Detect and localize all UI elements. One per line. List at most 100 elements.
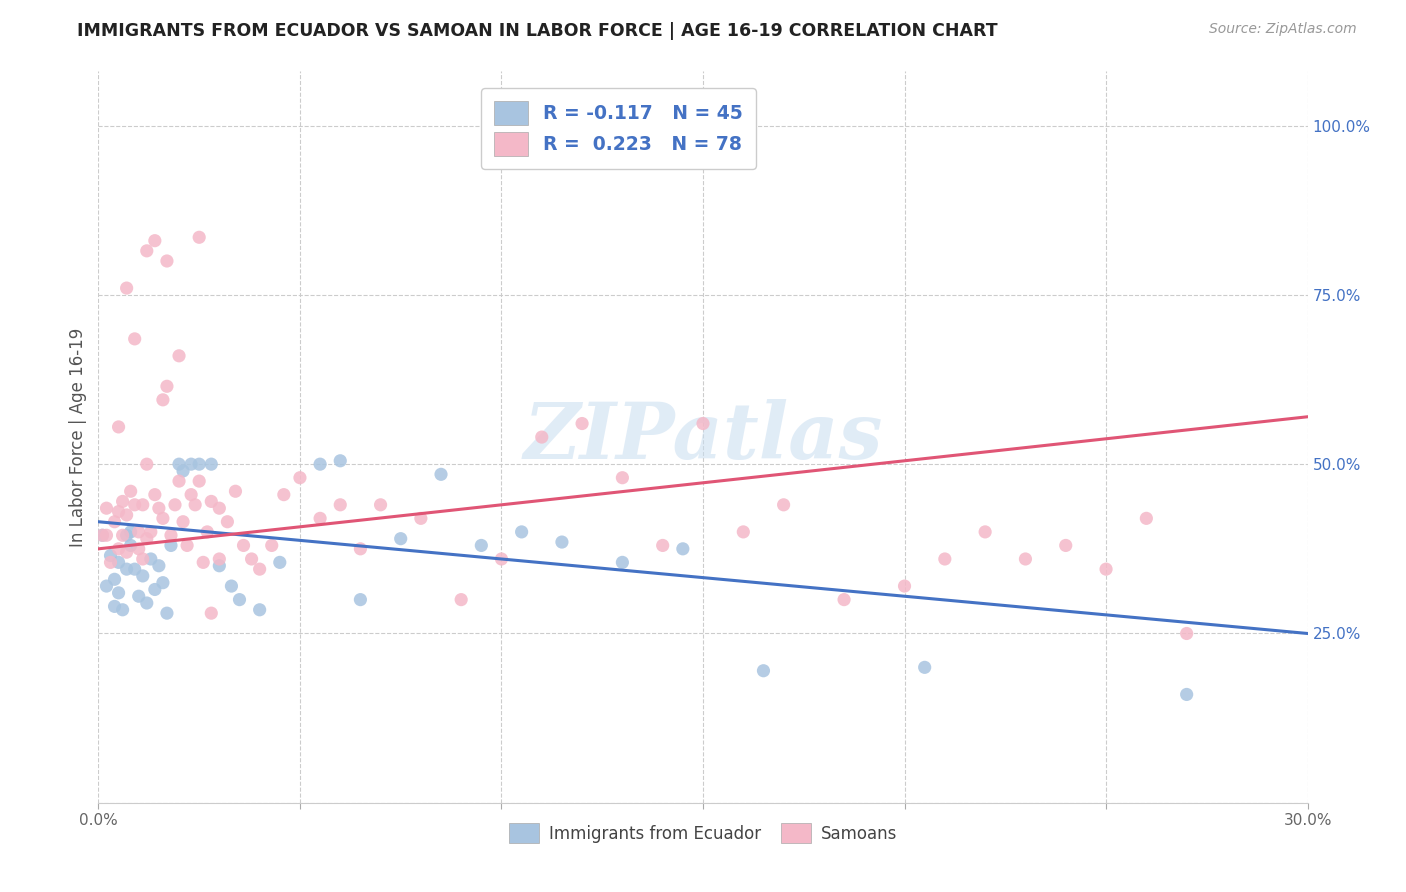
Point <box>309 457 332 471</box>
Point <box>208 501 231 516</box>
Point <box>349 592 371 607</box>
Point <box>510 524 533 539</box>
Point <box>1054 538 1077 552</box>
Point <box>349 541 371 556</box>
Point <box>329 454 352 468</box>
Point <box>228 592 250 607</box>
Point <box>733 524 755 539</box>
Point <box>893 579 915 593</box>
Point <box>160 538 183 552</box>
Point <box>167 349 190 363</box>
Point <box>409 511 432 525</box>
Point <box>249 603 271 617</box>
Point <box>124 562 146 576</box>
Point <box>692 417 714 431</box>
Point <box>103 599 125 614</box>
Point <box>221 579 243 593</box>
Text: Source: ZipAtlas.com: Source: ZipAtlas.com <box>1209 22 1357 37</box>
Point <box>217 515 239 529</box>
Point <box>200 606 222 620</box>
Point <box>128 541 150 556</box>
Point <box>152 392 174 407</box>
Point <box>389 532 412 546</box>
Point <box>115 545 138 559</box>
Text: ZIPatlas: ZIPatlas <box>523 399 883 475</box>
Point <box>672 541 695 556</box>
Point <box>135 532 157 546</box>
Point <box>1014 552 1036 566</box>
Point <box>91 528 114 542</box>
Point <box>172 515 194 529</box>
Point <box>1175 626 1198 640</box>
Point <box>273 488 295 502</box>
Point <box>103 515 125 529</box>
Point <box>260 538 283 552</box>
Point <box>135 596 157 610</box>
Point <box>135 244 157 258</box>
Point <box>200 494 222 508</box>
Point <box>195 524 218 539</box>
Point <box>132 552 155 566</box>
Point <box>120 484 142 499</box>
Point <box>139 552 162 566</box>
Point <box>111 494 134 508</box>
Point <box>152 511 174 525</box>
Point <box>160 528 183 542</box>
Point <box>612 555 634 569</box>
Point <box>148 558 170 573</box>
Point <box>651 538 673 552</box>
Point <box>832 592 855 607</box>
Point <box>914 660 936 674</box>
Point <box>124 332 146 346</box>
Point <box>249 562 271 576</box>
Point <box>172 464 194 478</box>
Point <box>152 575 174 590</box>
Point <box>163 498 186 512</box>
Point <box>180 488 202 502</box>
Point <box>156 606 179 620</box>
Point <box>100 555 122 569</box>
Point <box>115 562 138 576</box>
Point <box>1135 511 1157 525</box>
Point <box>370 498 392 512</box>
Point <box>132 498 155 512</box>
Legend: Immigrants from Ecuador, Samoans: Immigrants from Ecuador, Samoans <box>502 817 904 849</box>
Point <box>551 535 574 549</box>
Point <box>148 501 170 516</box>
Point <box>156 254 179 268</box>
Point <box>107 541 129 556</box>
Point <box>115 281 138 295</box>
Point <box>240 552 263 566</box>
Point <box>111 603 134 617</box>
Point <box>232 538 254 552</box>
Text: IMMIGRANTS FROM ECUADOR VS SAMOAN IN LABOR FORCE | AGE 16-19 CORRELATION CHART: IMMIGRANTS FROM ECUADOR VS SAMOAN IN LAB… <box>77 22 998 40</box>
Point <box>167 474 190 488</box>
Point <box>107 586 129 600</box>
Point <box>156 379 179 393</box>
Point <box>208 558 231 573</box>
Point <box>188 474 211 488</box>
Point <box>530 430 553 444</box>
Point <box>450 592 472 607</box>
Point <box>139 524 162 539</box>
Point <box>111 528 134 542</box>
Point <box>128 589 150 603</box>
Point <box>91 528 114 542</box>
Point <box>491 552 513 566</box>
Point <box>612 471 634 485</box>
Point <box>571 417 593 431</box>
Point <box>132 569 155 583</box>
Point <box>107 555 129 569</box>
Point <box>224 484 246 499</box>
Point <box>96 528 118 542</box>
Point <box>107 420 129 434</box>
Point <box>180 457 202 471</box>
Point <box>430 467 453 482</box>
Point <box>188 230 211 244</box>
Point <box>103 572 125 586</box>
Point <box>752 664 775 678</box>
Point <box>188 457 211 471</box>
Point <box>176 538 198 552</box>
Point <box>167 457 190 471</box>
Point <box>193 555 215 569</box>
